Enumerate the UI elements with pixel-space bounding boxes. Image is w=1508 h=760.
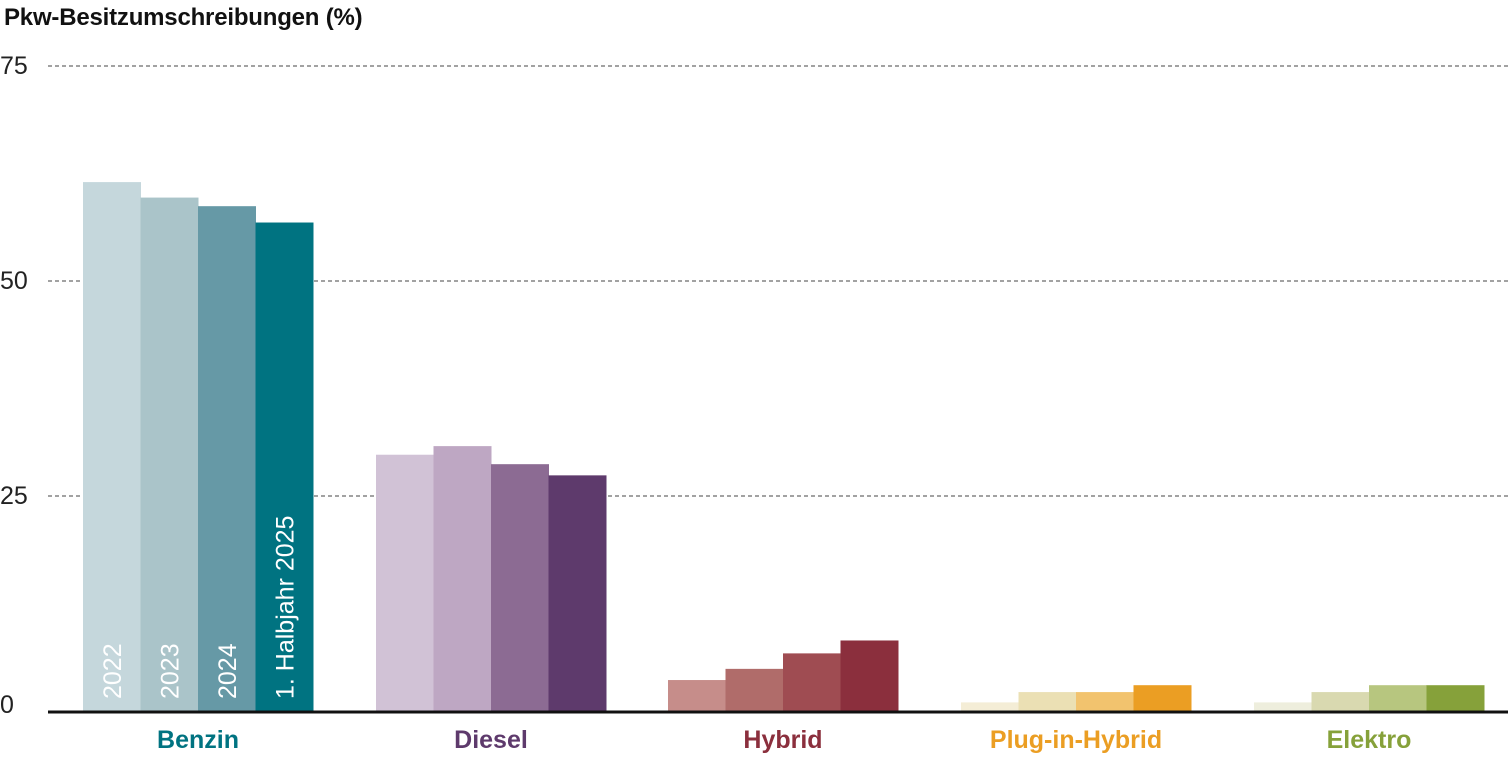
bar-diesel-4 [548,475,607,711]
bar-diesel-3 [491,464,549,711]
category-labels: Benzin Diesel Hybrid Plug-in-Hybrid Elektro [157,726,1411,754]
series-label: 2024 [214,643,242,699]
bar-elektro-4 [1426,685,1485,711]
bar-benzin-3 [198,206,256,711]
bar-hybrid-3 [783,653,841,711]
category-label: Elektro [1327,726,1412,754]
bar-elektro-1 [1254,702,1312,711]
series-label: 2023 [156,643,184,699]
bar-plug-in-hybrid-3 [1076,692,1134,711]
chart-title: Pkw-Besitzumschreibungen (%) [4,4,363,31]
bars: 2022 2023 2024 1. Halbjahr 2025 [83,182,1485,712]
bar-diesel-1 [376,454,434,711]
category-label: Plug-in-Hybrid [990,726,1162,754]
y-tick-label: 50 [0,267,28,295]
bar-hybrid-2 [725,668,784,711]
bar-plug-in-hybrid-1 [961,702,1019,711]
bar-plug-in-hybrid-2 [1018,692,1077,711]
bar-elektro-3 [1369,685,1427,711]
bar-benzin-2 [140,197,199,711]
bar-benzin-4 [255,222,314,711]
bar-diesel-2 [433,446,492,711]
category-label: Benzin [157,726,239,754]
bar-elektro-2 [1311,692,1370,711]
y-tick-label: 75 [0,52,28,80]
bar-plug-in-hybrid-4 [1133,685,1192,711]
y-tick-label: 25 [0,482,28,510]
series-label: 2022 [99,643,127,699]
gridlines [48,65,1508,497]
category-label: Diesel [454,726,528,754]
y-tick-label: 0 [0,691,14,719]
bar-hybrid-1 [668,680,726,711]
y-axis-ticks: 0 25 50 75 [0,52,28,719]
series-label: 1. Halbjahr 2025 [271,516,299,699]
bar-benzin-1 [83,182,141,712]
bar-hybrid-4 [840,640,899,711]
category-label: Hybrid [743,726,822,754]
